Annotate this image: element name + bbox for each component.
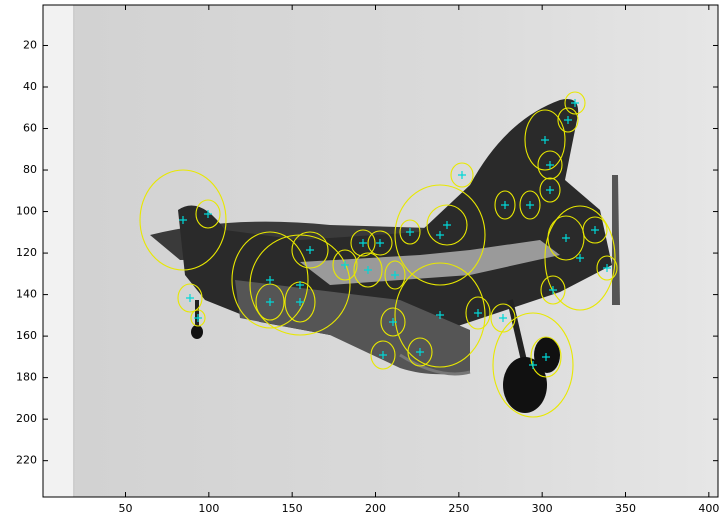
y-tick-label: 80	[23, 163, 37, 176]
figure: 50 100 150 200 250 300 350 400 20 40 60 80 100 120 140…	[0, 0, 727, 519]
y-tick-label: 60	[23, 122, 37, 135]
x-tick-label: 400	[698, 502, 719, 515]
y-tick-label: 180	[16, 371, 37, 384]
photo	[43, 5, 718, 497]
x-tick-label: 350	[615, 502, 636, 515]
y-tick-label: 140	[16, 288, 37, 301]
x-tick-label: 150	[282, 502, 303, 515]
y-tick-label: 40	[23, 80, 37, 93]
y-tick-label: 220	[16, 454, 37, 467]
x-tick-label: 50	[119, 502, 133, 515]
x-tick-label: 300	[532, 502, 553, 515]
y-tick-label: 100	[16, 205, 37, 218]
y-tick-label: 160	[16, 329, 37, 342]
y-tick-label: 200	[16, 412, 37, 425]
y-tick-label: 120	[16, 246, 37, 259]
y-tick-label: 20	[23, 38, 37, 51]
x-tick-label: 250	[448, 502, 469, 515]
x-tick-label: 100	[198, 502, 219, 515]
x-tick-label: 200	[365, 502, 386, 515]
